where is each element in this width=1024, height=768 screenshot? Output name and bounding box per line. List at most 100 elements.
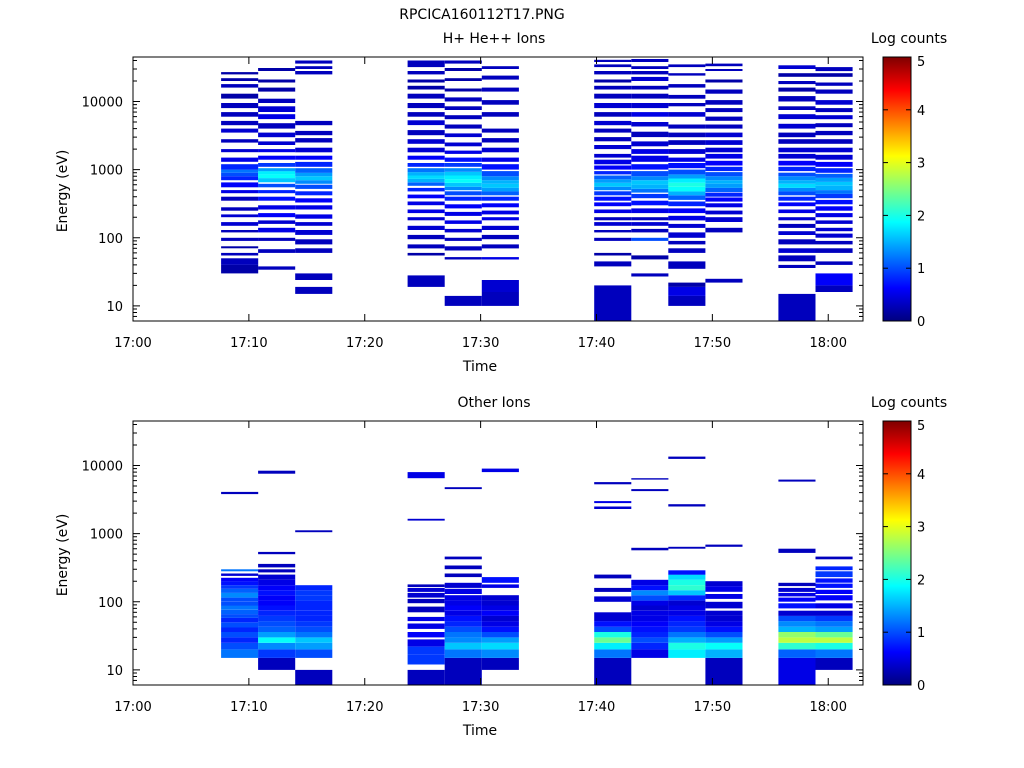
spectrogram-cell	[815, 261, 853, 265]
spectrogram-cell	[407, 252, 445, 256]
spectrogram-cell	[481, 157, 519, 162]
spectrogram-cell	[631, 615, 669, 622]
spectrogram-cell	[668, 112, 706, 117]
colorbar-tick-label: 5	[917, 419, 925, 434]
spectrogram-cell	[481, 615, 519, 622]
spectrogram-cell	[668, 232, 706, 238]
spectrogram-cell	[221, 637, 259, 643]
spectrogram-cell	[481, 191, 519, 196]
spectrogram-cell	[815, 556, 853, 560]
spectrogram-cell	[668, 605, 706, 611]
spectrogram-cell	[407, 163, 445, 167]
spectrogram-cell	[778, 264, 816, 268]
spectrogram-cell	[295, 621, 333, 627]
spectrogram-cell	[668, 504, 706, 507]
y-tick-label: 10	[106, 664, 123, 679]
spectrogram-cell	[407, 182, 445, 186]
spectrogram-cell	[295, 530, 333, 533]
spectrogram-cell	[258, 168, 296, 172]
spectrogram-cell	[815, 173, 853, 178]
spectrogram-cell	[221, 176, 259, 181]
spectrogram-cell	[221, 605, 259, 610]
spectrogram-cell	[221, 632, 259, 638]
spectrogram-cell	[258, 266, 296, 270]
spectrogram-cell	[631, 164, 669, 170]
spectrogram-cell	[295, 138, 333, 143]
spectrogram-cell	[594, 501, 632, 504]
spectrogram-cell	[295, 642, 333, 650]
spectrogram-cell	[815, 123, 853, 128]
spectrogram-cell	[594, 103, 632, 109]
spectrogram-cell	[705, 278, 743, 283]
spectrogram-cell	[631, 131, 669, 138]
spectrogram-cell	[631, 103, 669, 109]
spectrogram-cell	[815, 595, 853, 601]
spectrogram-cell	[631, 228, 669, 233]
spectrogram-cell	[295, 71, 333, 75]
spectrogram-cell	[631, 217, 669, 221]
spectrogram-cell	[778, 114, 816, 120]
spectrogram-cell	[481, 621, 519, 627]
spectrogram-cell	[668, 632, 706, 638]
spectrogram-cell	[295, 147, 333, 153]
spectrogram-cell	[295, 161, 333, 167]
x-tick-label: 17:00	[114, 336, 151, 351]
spectrogram-cell	[594, 145, 632, 150]
colorbar-tick-label: 2	[917, 573, 925, 588]
spectrogram-cell	[258, 615, 296, 622]
spectrogram-cell	[668, 610, 706, 616]
spectrogram-cell	[815, 73, 853, 77]
spectrogram-cell	[815, 190, 853, 194]
spectrogram-cell	[481, 637, 519, 643]
plot-frame	[132, 420, 864, 686]
spectrogram-cell	[221, 614, 259, 618]
spectrogram-cell	[631, 273, 669, 277]
colorbar-tick-label: 4	[917, 104, 925, 119]
spectrogram-cell	[668, 174, 706, 179]
spectrogram-cell	[668, 178, 706, 183]
spectrogram-cell	[668, 282, 706, 287]
spectrogram-cell	[221, 597, 259, 602]
spectrogram-cell	[258, 237, 296, 241]
colorbar-tick-label: 4	[917, 468, 925, 483]
spectrogram-cells	[221, 59, 853, 321]
spectrogram-cell	[594, 191, 632, 196]
spectrogram-cell	[295, 595, 333, 601]
x-tick-label: 17:40	[578, 700, 615, 715]
spectrogram-cell	[778, 96, 816, 102]
x-tick-label: 17:30	[462, 336, 499, 351]
spectrogram-cell	[295, 172, 333, 177]
spectrogram-cell	[815, 147, 853, 153]
spectrogram-cell	[668, 84, 706, 88]
spectrogram-cell	[705, 183, 743, 188]
spectrogram-cell	[481, 217, 519, 221]
spectrogram-cell	[668, 149, 706, 154]
spectrogram-cell	[221, 112, 259, 117]
spectrogram-cell	[668, 649, 706, 658]
spectrogram-cell	[221, 190, 259, 194]
spectrogram-cell	[778, 582, 816, 587]
spectrogram-cell	[258, 163, 296, 167]
spectrogram-cell	[705, 594, 743, 599]
spectrogram-cell	[444, 228, 482, 233]
spectrogram-cell	[705, 197, 743, 202]
spectrogram-cell	[594, 171, 632, 175]
spectrogram-cell	[631, 200, 669, 206]
spectrogram-cell	[258, 657, 296, 670]
spectrogram-cell	[295, 191, 333, 196]
spectrogram-cell	[221, 585, 259, 589]
spectrogram-cell	[295, 273, 333, 280]
spectrogram-cell	[444, 615, 482, 622]
spectrogram-cell	[594, 71, 632, 75]
spectrogram-cell	[815, 193, 853, 199]
spectrogram-cell	[295, 205, 333, 210]
y-tick-label: 1000	[90, 164, 123, 179]
spectrogram-cell	[705, 180, 743, 184]
spectrogram-cell	[778, 187, 816, 192]
spectrogram-cell	[221, 207, 259, 211]
y-tick-label: 1000	[90, 528, 123, 543]
spectrogram-cell	[444, 257, 482, 260]
spectrogram-cell	[221, 139, 259, 143]
spectrogram-cell	[407, 646, 445, 655]
spectrogram-cell	[815, 578, 853, 583]
